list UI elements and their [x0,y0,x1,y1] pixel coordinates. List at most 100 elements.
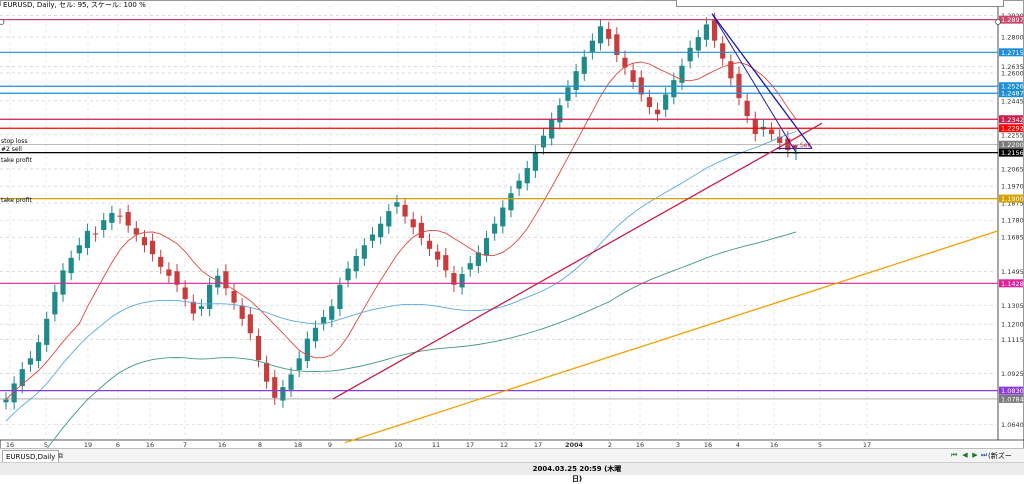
candle-body [711,20,718,41]
y-tick-label: 1.2800 [1001,34,1024,42]
play-icon[interactable]: ▶ [972,451,978,459]
candle-body [11,383,17,403]
candle-body [35,342,42,362]
candle-body [703,24,710,40]
candle-body [304,338,310,362]
zoom-label: (新ズー [988,452,1012,460]
price-tag-label: 1.2292 [1001,125,1024,133]
candle-body [174,271,180,285]
price-tag [999,15,1023,24]
price-chart[interactable]: 1.29201.28001.26351.26001.24451.22551.20… [0,0,1024,462]
candle-body [744,100,750,117]
candle-body [687,47,693,62]
x-tick-label: 16 [146,441,154,449]
trend-line [344,230,999,444]
handle-circle [0,19,5,25]
candle-body [663,94,669,110]
y-tick-label: 1.2255 [1001,131,1024,139]
x-tick-label: 2004 [565,441,584,449]
candle-body [231,291,237,303]
candle-body [768,129,775,134]
x-tick-label: 17 [863,441,871,449]
candle-body [149,240,156,255]
candle-body [223,271,229,289]
candle-body [345,268,351,281]
last-icon[interactable]: ⏭ [980,451,988,459]
y-tick-label: 1.1305 [1001,302,1024,310]
candle-body [565,87,571,101]
candle-body [239,305,245,319]
candle-body [671,80,677,98]
price-tag [999,279,1023,288]
candle-body [44,318,50,345]
candle-body [198,306,205,309]
x-tick-label: 4 [736,441,740,449]
candle-body [540,135,547,148]
candle-body [654,109,661,115]
candle-body [117,215,123,217]
price-tag-label: 1.2200 [1001,141,1024,149]
y-tick-label: 1.2445 [1001,97,1024,105]
candle-body [337,284,343,309]
current-date: 2004.03.25 20:59 (木曜日) [532,465,622,483]
price-tag [999,48,1023,57]
candle-body [483,238,490,256]
candle-body [777,136,783,143]
y-tick-label: 1.0925 [1001,370,1024,378]
candle-body [573,71,579,90]
candle-body [695,37,701,51]
candle-body [646,97,653,108]
candle-body [475,252,481,266]
candle-body [630,70,636,82]
x-tick-label: 10 [394,441,402,449]
candle-body [597,26,604,44]
candle-body [467,263,473,270]
x-tick-label: 5 [818,441,822,449]
x-tick-label: 8 [258,441,262,449]
take-profit-label-2: take profit [1,197,32,204]
price-tag [999,394,1023,403]
y-tick-label: 1.1875 [1001,200,1024,208]
y-tick-label: 1.1780 [1001,217,1024,225]
candle-body [353,256,359,272]
x-tick-label: 16 [6,441,14,449]
candle-body [516,180,522,189]
price-tag [999,124,1023,133]
candle-body [679,65,685,83]
x-tick-label: 3 [676,441,680,449]
candle-body [369,234,376,241]
window-icon[interactable]: ⧉ [58,452,63,460]
candle-body [215,275,221,288]
candle-body [280,387,286,401]
price-tag-label: 1.1900 [1001,195,1024,203]
candle-body [410,219,416,228]
candle-body [443,255,449,271]
candle-body [255,335,262,361]
y-tick-label: 1.1495 [1001,268,1024,276]
chart-tab-label: EURUSD,Daily [6,453,56,461]
date-status-bar: 2004.03.25 20:59 (木曜日) [0,462,1024,483]
plot-area [0,6,998,440]
candle-body [492,223,498,234]
price-tag-label: 1.2897 [1001,16,1024,24]
candle-body [321,317,327,324]
info-panel [676,0,1004,7]
y-tick-label: 1.0640 [1001,421,1024,429]
prev-icon[interactable]: ◀ [962,451,968,459]
candle-body [581,56,587,74]
x-tick-label: 2 [608,441,612,449]
chart-title: EURUSD, Daily, セル: 95, スケール: 100 % [3,1,146,9]
candle-body [532,151,538,171]
first-icon[interactable]: ⏮ [950,451,958,459]
candle-body [207,284,213,309]
candle-body [378,223,384,238]
candle-body [549,119,555,139]
sell-marker-label: Sell [800,142,811,149]
x-tick-label: 16 [770,441,778,449]
candle-body [133,228,139,235]
candle-body [394,202,400,207]
candle-body [524,168,530,184]
take-profit-label-1: take profit [1,157,32,164]
candle-body [728,61,734,79]
x-tick-label: 16 [704,441,712,449]
